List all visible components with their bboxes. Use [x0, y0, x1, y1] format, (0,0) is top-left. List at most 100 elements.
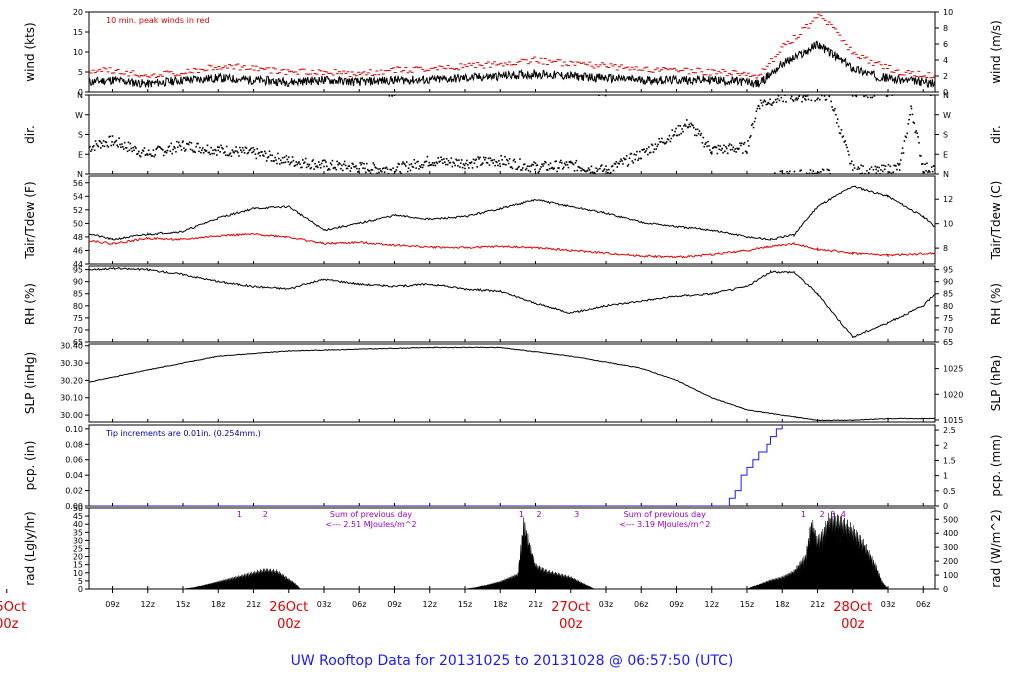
- point-direction: [222, 147, 224, 150]
- point-direction: [904, 135, 907, 138]
- ytick-label-left-rh: 95: [73, 266, 83, 275]
- point-direction: [699, 134, 702, 137]
- point-direction: [358, 167, 361, 170]
- point-direction: [209, 153, 212, 156]
- point-direction: [611, 165, 614, 167]
- point-direction: [183, 147, 185, 149]
- point-direction: [452, 161, 455, 164]
- point-direction: [849, 162, 851, 165]
- ytick-label-left-rad: 45: [73, 512, 83, 521]
- point-direction: [177, 146, 179, 149]
- point-direction: [99, 140, 102, 143]
- point-direction: [557, 167, 559, 169]
- point-direction: [804, 98, 806, 100]
- point-direction: [407, 167, 410, 169]
- point-direction: [898, 164, 900, 166]
- point-direction: [722, 151, 724, 154]
- point-direction: [858, 167, 861, 170]
- panel-wind: 0 5 10 15 20 0 2 4 6 8 10 wind (kts) wind (m/s) 10 mi…: [23, 8, 1003, 97]
- ytick-label-right-slp: 1025: [943, 365, 963, 374]
- point-direction: [298, 161, 300, 163]
- point-direction: [775, 101, 778, 104]
- point-direction: [694, 134, 696, 137]
- panel-rh: 65 70 75 80 85 90 95 65 70 75 80 85 90 95 RH (%) RH (%): [23, 265, 1003, 347]
- series-Tdew: [89, 232, 935, 259]
- ytick-label-right-wind: 8: [943, 24, 948, 33]
- ytick-label-left-rad: 50: [73, 504, 83, 513]
- point-direction: [620, 158, 622, 161]
- point-direction: [640, 157, 643, 160]
- point-direction: [411, 165, 414, 168]
- point-direction: [188, 141, 191, 144]
- point-direction: [150, 155, 153, 157]
- point-direction: [256, 147, 259, 150]
- ytick-label-right-pcp: 2: [943, 441, 948, 450]
- point-direction: [276, 162, 278, 165]
- point-direction: [772, 101, 775, 103]
- point-direction: [857, 166, 860, 168]
- point-direction: [597, 168, 599, 171]
- point-direction: [400, 172, 402, 174]
- ytick-label-left-rh: 65: [73, 338, 83, 347]
- point-direction: [792, 100, 795, 102]
- point-direction: [296, 163, 299, 166]
- ytick-label-right-temp: 12: [943, 195, 953, 204]
- point-direction: [388, 95, 391, 97]
- xtick-label: 06z: [634, 600, 648, 609]
- point-direction: [860, 164, 863, 167]
- panel-temp: 44 46 48 50 52 54 56 8 10 12 Tair/Tdew (F) Tair/Tde…: [23, 175, 1003, 269]
- point-direction: [180, 149, 183, 151]
- point-direction: [238, 155, 240, 157]
- ytick-label-left-rad: 35: [73, 528, 83, 537]
- point-direction: [718, 148, 721, 151]
- point-direction: [506, 159, 509, 162]
- point-direction: [195, 145, 197, 148]
- point-direction: [813, 172, 816, 174]
- point-direction: [656, 145, 659, 148]
- point-direction: [837, 125, 840, 128]
- point-direction: [108, 136, 111, 138]
- point-direction: [596, 170, 598, 173]
- point-direction: [680, 132, 682, 135]
- point-direction: [279, 163, 281, 165]
- point-direction: [536, 164, 539, 166]
- point-direction: [464, 167, 466, 170]
- point-direction: [152, 149, 155, 151]
- sum-note-line1-1: Sum of previous day: [624, 510, 706, 519]
- annotation-pcp: Tip increments are 0.01in. (0.254mm.): [105, 429, 261, 438]
- sum-note-line1-0: Sum of previous day: [330, 510, 412, 519]
- point-direction: [700, 132, 703, 135]
- point-direction: [652, 151, 655, 153]
- point-direction: [437, 157, 440, 159]
- point-direction: [125, 147, 128, 149]
- point-direction: [563, 162, 566, 165]
- point-direction: [122, 148, 125, 150]
- point-direction: [438, 161, 440, 163]
- ytick-label-right-rh: 90: [943, 278, 953, 287]
- point-direction: [137, 152, 139, 155]
- point-direction: [141, 149, 144, 152]
- point-direction: [360, 163, 362, 166]
- point-direction: [889, 165, 892, 168]
- point-direction: [703, 145, 706, 148]
- point-direction: [213, 152, 215, 155]
- ytick-label-left-pcp: 0.02: [65, 487, 83, 496]
- point-direction: [120, 146, 122, 148]
- point-direction: [653, 148, 656, 151]
- point-direction: [417, 160, 419, 163]
- xtick-label: 21z: [810, 600, 824, 609]
- point-direction: [230, 155, 233, 158]
- point-direction: [247, 151, 250, 154]
- point-direction: [186, 143, 189, 145]
- point-direction: [235, 146, 237, 148]
- point-direction: [207, 151, 210, 154]
- point-direction: [877, 170, 879, 172]
- point-direction: [608, 172, 611, 174]
- point-direction: [741, 152, 744, 154]
- point-direction: [763, 99, 766, 102]
- point-direction: [163, 151, 166, 153]
- point-direction: [139, 155, 142, 158]
- point-direction: [908, 118, 910, 121]
- point-direction: [887, 163, 890, 166]
- point-direction: [558, 167, 560, 169]
